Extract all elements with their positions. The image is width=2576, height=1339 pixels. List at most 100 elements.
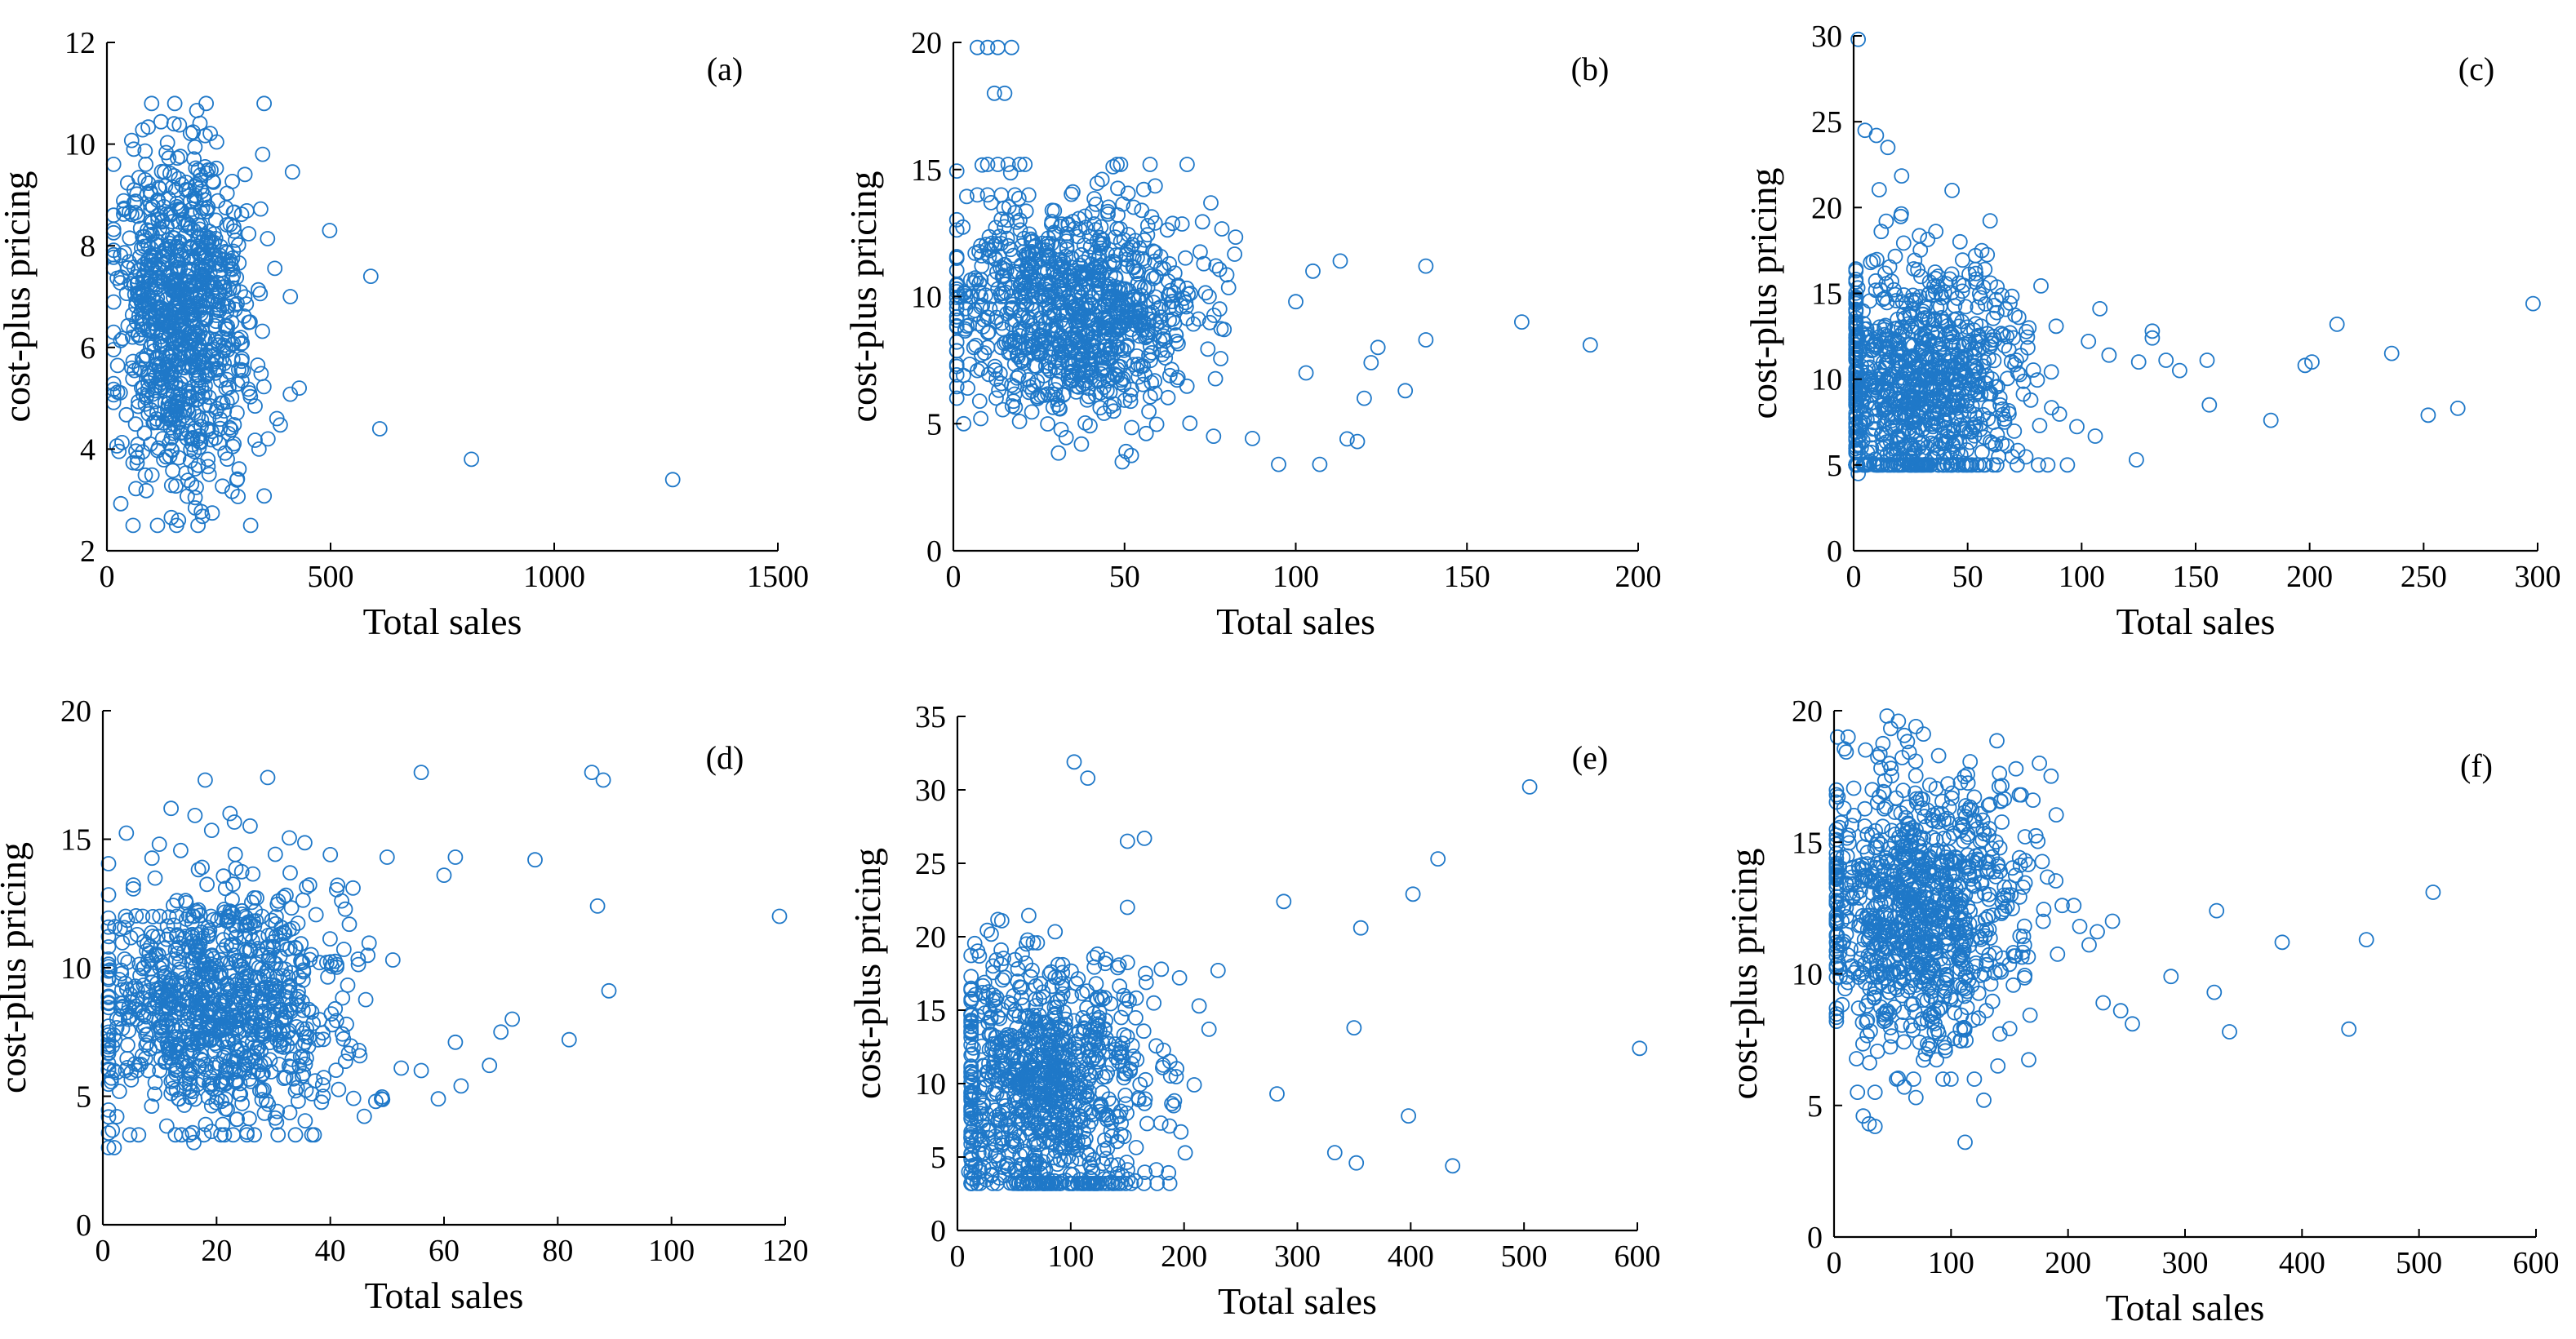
scatter-point xyxy=(250,357,266,373)
scatter-point xyxy=(1951,275,1967,291)
x-tick-label: 40 xyxy=(315,1234,346,1268)
x-tick-label: 100 xyxy=(648,1234,695,1268)
scatter-point xyxy=(322,847,339,862)
scatter-point xyxy=(197,772,213,788)
data-points xyxy=(961,754,1648,1191)
scatter-point xyxy=(295,892,311,908)
scatter-point xyxy=(1059,242,1075,258)
scatter-point xyxy=(187,500,203,516)
scatter-point xyxy=(143,240,159,256)
scatter-point xyxy=(1203,195,1219,211)
scatter-point xyxy=(187,187,203,203)
scatter-point xyxy=(1418,258,1434,274)
scatter-point xyxy=(1108,323,1125,339)
scatter-point xyxy=(158,144,175,161)
scatter-point xyxy=(153,317,170,333)
data-points xyxy=(1848,31,2541,481)
scatter-point xyxy=(172,842,189,858)
scatter-point xyxy=(187,808,203,823)
scatter-point xyxy=(334,893,350,909)
scatter-point xyxy=(1999,370,2015,387)
scatter-point xyxy=(179,281,195,297)
scatter-point xyxy=(1073,436,1090,452)
scatter-point xyxy=(2040,457,2056,473)
scatter-point xyxy=(282,289,299,304)
scatter-point xyxy=(995,401,1010,418)
scatter-point xyxy=(345,880,361,896)
scatter-point xyxy=(1174,216,1190,232)
scatter-point xyxy=(1065,184,1081,200)
scatter-point xyxy=(126,195,142,211)
scatter-point xyxy=(1040,416,1055,432)
scatter-point xyxy=(225,219,242,235)
scatter-point xyxy=(1148,416,1165,432)
scatter-point xyxy=(1076,348,1091,363)
scatter-point xyxy=(1079,344,1095,360)
scatter-point xyxy=(1033,344,1049,361)
scatter-point xyxy=(971,948,988,964)
scatter-point xyxy=(135,256,152,273)
scatter-point xyxy=(291,380,308,397)
scatter-point xyxy=(1162,282,1179,299)
scatter-point xyxy=(1028,246,1044,263)
scatter-point xyxy=(1298,365,1314,381)
scatter-point xyxy=(1288,294,1304,310)
scatter-point xyxy=(1099,383,1115,399)
scatter-point xyxy=(1154,346,1170,362)
x-tick-label: 200 xyxy=(1615,560,1662,594)
scatter-point xyxy=(1944,182,1961,198)
scatter-point xyxy=(269,410,285,427)
scatter-point xyxy=(186,1134,202,1151)
scatter-point xyxy=(1122,393,1139,410)
scatter-point xyxy=(970,187,985,203)
y-tick-label: 5 xyxy=(76,1080,91,1115)
scatter-point xyxy=(186,301,202,317)
scatter-point xyxy=(1072,268,1088,285)
scatter-point xyxy=(105,156,122,172)
scatter-point xyxy=(113,495,129,512)
scatter-point xyxy=(199,876,215,893)
scatter-point xyxy=(187,461,203,477)
scatter-point xyxy=(493,1024,509,1040)
scatter-point xyxy=(247,398,263,415)
scatter-point xyxy=(1101,255,1117,272)
scatter-point xyxy=(247,432,263,448)
scatter-point xyxy=(1092,400,1108,416)
scatter-point xyxy=(1126,199,1142,215)
scatter-point xyxy=(1160,389,1176,406)
scatter-point xyxy=(384,952,401,968)
scatter-point xyxy=(282,865,298,881)
scatter-point xyxy=(1054,281,1069,297)
x-tick-label: 150 xyxy=(1444,560,1490,594)
scatter-point xyxy=(1011,157,1028,172)
scatter-point xyxy=(190,517,207,534)
scatter-point xyxy=(220,258,236,274)
scatter-point xyxy=(959,188,975,205)
scatter-point xyxy=(1017,157,1033,172)
scatter-point xyxy=(1058,429,1074,446)
scatter-point xyxy=(1135,181,1152,197)
scatter-point xyxy=(1194,214,1210,230)
scatter-point xyxy=(140,237,156,254)
scatter-point xyxy=(182,193,198,209)
scatter-point xyxy=(1201,289,1217,304)
scatter-point xyxy=(144,215,160,231)
scatter-point xyxy=(2449,400,2466,416)
scatter-point xyxy=(1170,335,1186,352)
scatter-point xyxy=(184,431,201,447)
scatter-point xyxy=(202,242,219,258)
scatter-point xyxy=(1161,255,1177,272)
scatter-point xyxy=(989,264,1005,280)
y-tick-label: 0 xyxy=(926,534,942,569)
scatter-point xyxy=(1068,313,1083,330)
scatter-point xyxy=(988,236,1004,252)
scatter-point xyxy=(209,296,225,313)
scatter-point xyxy=(1049,325,1065,340)
scatter-point xyxy=(212,420,229,437)
scatter-point xyxy=(184,239,200,255)
scatter-point xyxy=(1339,431,1355,447)
scatter-point xyxy=(561,1031,577,1048)
scatter-point xyxy=(229,1111,245,1128)
scatter-point xyxy=(1153,260,1169,276)
